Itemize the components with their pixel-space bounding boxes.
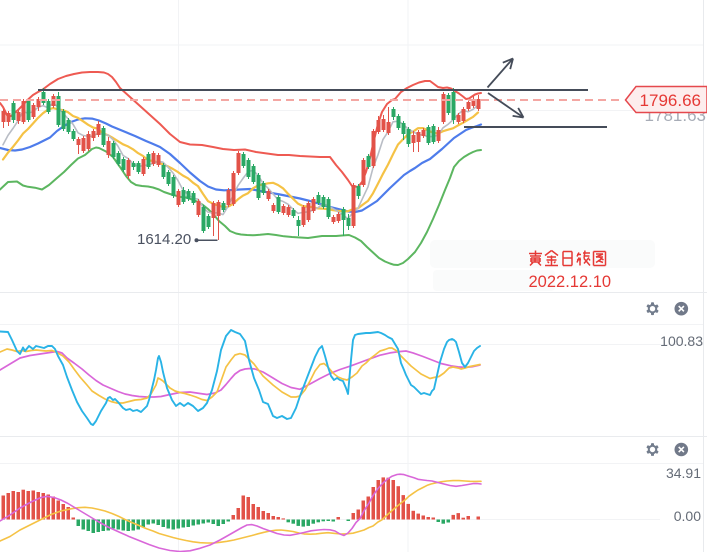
svg-text:1796.66: 1796.66 (640, 91, 701, 110)
svg-text:100.83: 100.83 (660, 333, 703, 349)
svg-text:0.00: 0.00 (674, 508, 701, 524)
svg-text:2022.12.10: 2022.12.10 (529, 273, 612, 291)
svg-text:1614.20: 1614.20 (137, 231, 191, 248)
svg-text:34.91: 34.91 (666, 465, 701, 481)
